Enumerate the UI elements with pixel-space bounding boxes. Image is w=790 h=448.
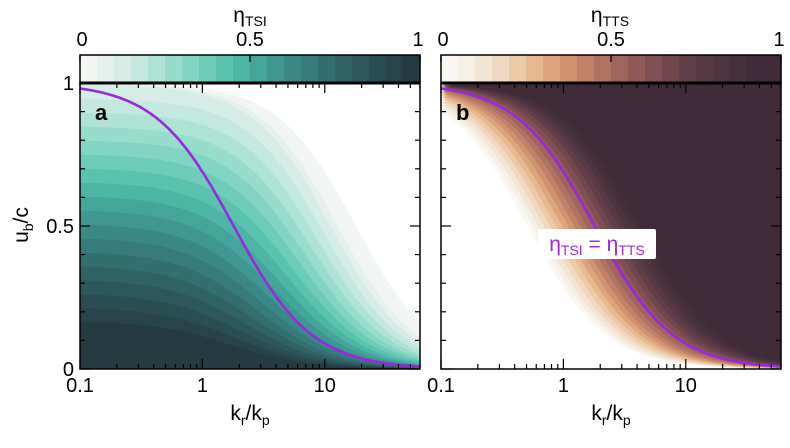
colorbar-swatch <box>182 55 200 83</box>
colorbar-swatch <box>233 55 251 83</box>
colorbar-tick-label: 1 <box>412 29 423 51</box>
colorbar-swatch <box>543 55 561 83</box>
colorbar-swatch <box>131 55 149 83</box>
colorbar-swatch <box>764 55 782 83</box>
y-tick-label: 1 <box>63 73 74 95</box>
colorbar-swatch <box>301 55 319 83</box>
colorbar-swatch <box>80 55 98 83</box>
colorbar-swatch <box>577 55 595 83</box>
colorbar-swatch <box>284 55 302 83</box>
colorbar-swatch <box>114 55 132 83</box>
colorbar-swatch <box>696 55 714 83</box>
colorbar-swatch <box>216 55 234 83</box>
colorbar-tick-label: 1 <box>773 29 784 51</box>
colorbar-swatch <box>560 55 578 83</box>
colorbar-tsi <box>79 54 421 84</box>
colorbar-swatch <box>148 55 166 83</box>
colorbar-swatch <box>747 55 765 83</box>
y-tick-label: 0.5 <box>46 216 74 238</box>
axes-a-ticks: 0.1 1 10 0 0.5 1 <box>46 73 421 397</box>
colorbar-tsi-title: ηTSI <box>233 4 266 29</box>
x-tick-label: 1 <box>558 375 569 397</box>
colorbar-swatch <box>730 55 748 83</box>
colorbar-swatch <box>352 55 370 83</box>
colorbar-swatch <box>369 55 387 83</box>
colorbar-tick-label: 0.5 <box>597 29 625 51</box>
curve-annotation-text: ηTSI = ηTTS <box>549 233 645 258</box>
x-tick-label: 1 <box>197 375 208 397</box>
x-axis-label-b: kr/kp <box>591 402 631 428</box>
colorbar-swatch <box>628 55 646 83</box>
y-axis-label: ub/c <box>10 207 36 243</box>
boundary-curve-a <box>80 87 420 368</box>
colorbar-swatch <box>679 55 697 83</box>
x-axis-label-a: kr/kp <box>230 402 270 428</box>
colorbar-swatch <box>475 55 493 83</box>
colorbar-swatch <box>509 55 527 83</box>
contour-field-tts <box>441 83 781 369</box>
contour-band <box>80 83 420 323</box>
x-tick-label: 0.1 <box>427 375 455 397</box>
colorbar-swatch <box>441 55 459 83</box>
contour-field-tsi <box>80 83 420 369</box>
x-tick-label: 0.1 <box>66 375 94 397</box>
colorbar-tick-label: 0 <box>76 29 87 51</box>
colorbar-tick-label: 0.5 <box>236 29 264 51</box>
colorbar-tts-ticks: 0 0.5 1 <box>437 29 785 62</box>
colorbar-swatch <box>526 55 544 83</box>
colorbar-swatch <box>403 55 421 83</box>
x-tick-label: 10 <box>675 375 697 397</box>
colorbar-swatch <box>199 55 217 83</box>
colorbar-swatch <box>267 55 285 83</box>
panel-label-a: a <box>95 100 108 125</box>
colorbar-swatch <box>335 55 353 83</box>
panel-b: ηTTS 0 0.5 1 b 0.1 1 10 ηTSI = ηTTS kr/kp <box>427 4 784 428</box>
colorbar-swatch <box>645 55 663 83</box>
colorbar-swatch <box>662 55 680 83</box>
axes-b-ticks: 0.1 1 10 <box>427 82 782 397</box>
colorbar-tts <box>440 54 782 84</box>
colorbar-swatch <box>594 55 612 83</box>
colorbar-tsi-ticks: 0 0.5 1 <box>76 29 424 62</box>
colorbar-swatch <box>713 55 731 83</box>
panel-label-b: b <box>456 100 469 125</box>
colorbar-swatch <box>318 55 336 83</box>
colorbar-swatch <box>97 55 115 83</box>
colorbar-tick-label: 0 <box>437 29 448 51</box>
colorbar-swatch <box>250 55 268 83</box>
colorbar-tts-title: ηTTS <box>591 4 629 29</box>
colorbar-swatch <box>458 55 476 83</box>
colorbar-swatch <box>611 55 629 83</box>
y-tick-label: 0 <box>63 359 74 381</box>
x-tick-label: 10 <box>314 375 336 397</box>
curve-annotation: ηTSI = ηTTS <box>538 229 656 259</box>
colorbar-swatch <box>386 55 404 83</box>
colorbar-swatch <box>165 55 183 83</box>
colorbar-swatch <box>492 55 510 83</box>
contour-band <box>441 83 781 369</box>
